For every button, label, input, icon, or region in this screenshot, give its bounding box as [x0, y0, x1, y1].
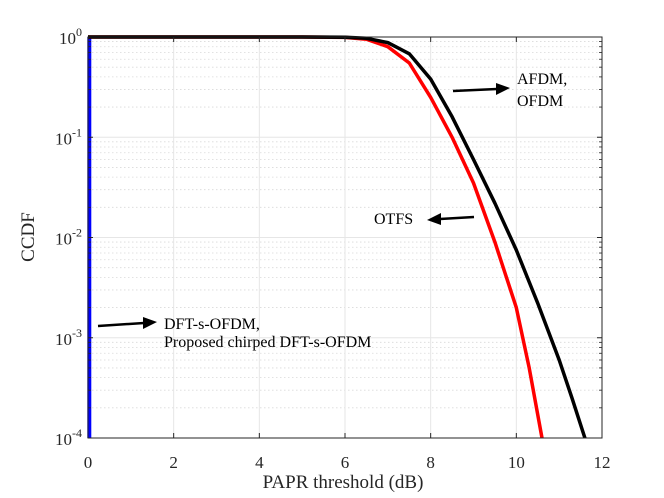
arrow-afdm-shaft — [452, 87, 498, 93]
x-tick-label: 8 — [426, 453, 435, 472]
x-tick-label: 6 — [341, 453, 350, 472]
annotation-dft-line2: Proposed chirped DFT-s-OFDM — [164, 334, 371, 351]
arrow-dft-shaft — [97, 321, 145, 328]
y-tick-labels: 100 10-1 10-2 10-3 10-4 — [55, 25, 82, 449]
y-axis-label: CCDF — [18, 212, 39, 262]
x-tick-label: 4 — [255, 453, 264, 472]
ticks-layer — [87, 36, 603, 439]
arrow-dft-head — [143, 317, 157, 329]
x-tick-label: 0 — [84, 453, 93, 472]
x-tick-labels: 0 2 4 6 8 10 12 — [84, 453, 611, 472]
annotations-layer: AFDM, OFDM OTFS DFT-s-OFDM, Proposed chi… — [97, 71, 567, 351]
arrow-afdm-head — [496, 83, 510, 95]
x-axis-label: PAPR threshold (dB) — [263, 472, 424, 493]
x-tick-label: 12 — [594, 453, 611, 472]
y-tick-label: 10-1 — [55, 125, 82, 148]
x-tick-label: 2 — [169, 453, 178, 472]
arrow-otfs-shaft — [439, 215, 475, 221]
annotation-afdm-line1: AFDM, — [517, 71, 567, 88]
y-tick-label: 10-2 — [55, 226, 82, 249]
arrow-otfs-head — [427, 213, 441, 225]
y-tick-label: 10-3 — [55, 326, 82, 349]
annotation-afdm-line2: OFDM — [517, 93, 563, 110]
annotation-dft-line1: DFT-s-OFDM, — [164, 316, 260, 333]
y-tick-label: 10-4 — [55, 426, 82, 449]
x-tick-label: 10 — [508, 453, 525, 472]
annotation-otfs: OTFS — [374, 211, 413, 228]
y-tick-label: 100 — [59, 25, 82, 48]
